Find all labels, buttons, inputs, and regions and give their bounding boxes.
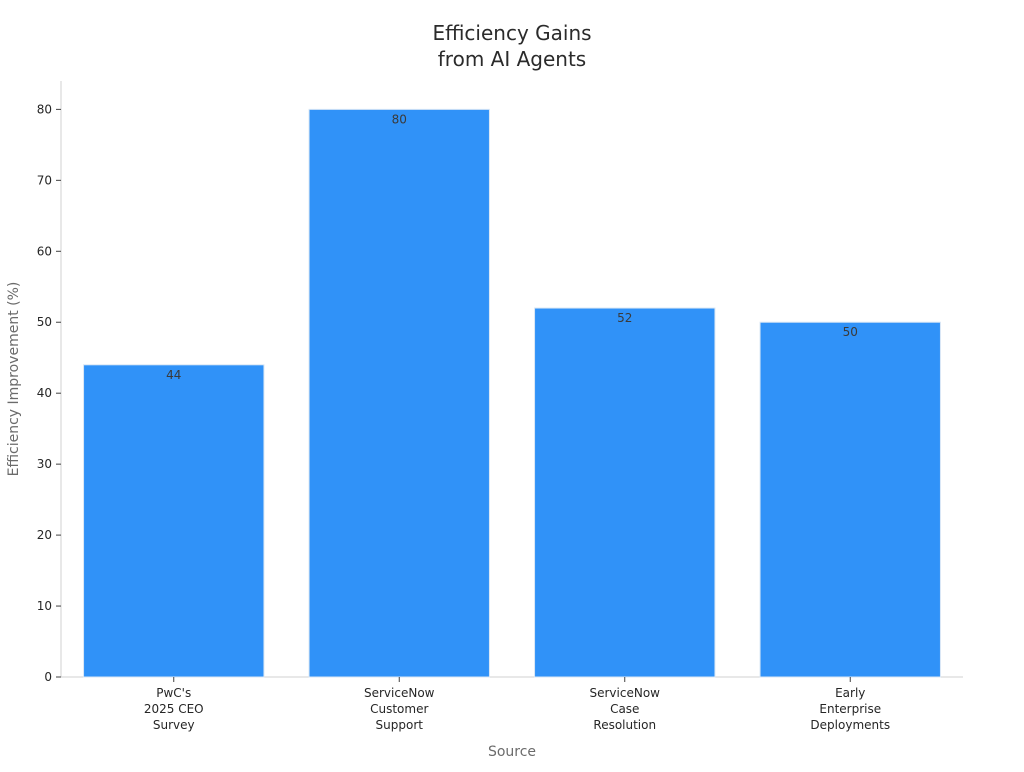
bar bbox=[534, 307, 716, 678]
x-axis-label: Source bbox=[488, 744, 536, 760]
y-axis-label: Efficiency Improvement (%) bbox=[6, 282, 22, 477]
y-tick-label: 10 bbox=[37, 599, 52, 613]
bar-value-label: 50 bbox=[843, 325, 858, 339]
bar bbox=[308, 108, 490, 678]
x-tick-label: ServiceNow bbox=[364, 686, 435, 700]
x-tick-label: Deployments bbox=[810, 718, 890, 732]
x-tick-label: PwC's bbox=[156, 686, 191, 700]
x-tick-label: ServiceNow bbox=[590, 686, 661, 700]
y-tick-label: 40 bbox=[37, 386, 52, 400]
x-tick-label: 2025 CEO bbox=[144, 702, 204, 716]
bar-value-label: 44 bbox=[166, 368, 181, 382]
chart-title-line-2: from AI Agents bbox=[438, 47, 586, 71]
x-tick-label: Resolution bbox=[593, 718, 656, 732]
bar bbox=[83, 364, 265, 678]
y-tick-label: 80 bbox=[37, 102, 52, 116]
chart-title-line-1: Efficiency Gains bbox=[432, 21, 591, 45]
x-axis-ticks: PwC's 2025 CEO Survey ServiceNow Customer Sup… bbox=[144, 677, 890, 732]
x-tick-label: Survey bbox=[153, 718, 195, 732]
bar-value-label: 52 bbox=[617, 311, 632, 325]
y-tick-label: 50 bbox=[37, 315, 52, 329]
bar bbox=[759, 321, 941, 678]
y-tick-label: 70 bbox=[37, 173, 52, 187]
chart-title: Efficiency Gains from AI Agents bbox=[432, 21, 591, 71]
x-tick-label: Customer bbox=[370, 702, 428, 716]
y-tick-label: 30 bbox=[37, 457, 52, 471]
y-tick-label: 0 bbox=[44, 670, 52, 684]
bars: 44 80 52 50 bbox=[83, 108, 941, 678]
x-tick-label: Early bbox=[835, 686, 865, 700]
y-axis-ticks: 0 10 20 30 40 50 60 70 80 bbox=[37, 102, 61, 684]
x-tick-label: Enterprise bbox=[819, 702, 881, 716]
y-tick-label: 20 bbox=[37, 528, 52, 542]
x-tick-label: Support bbox=[376, 718, 424, 732]
y-tick-label: 60 bbox=[37, 244, 52, 258]
x-tick-label: Case bbox=[610, 702, 639, 716]
bar-value-label: 80 bbox=[392, 112, 407, 126]
